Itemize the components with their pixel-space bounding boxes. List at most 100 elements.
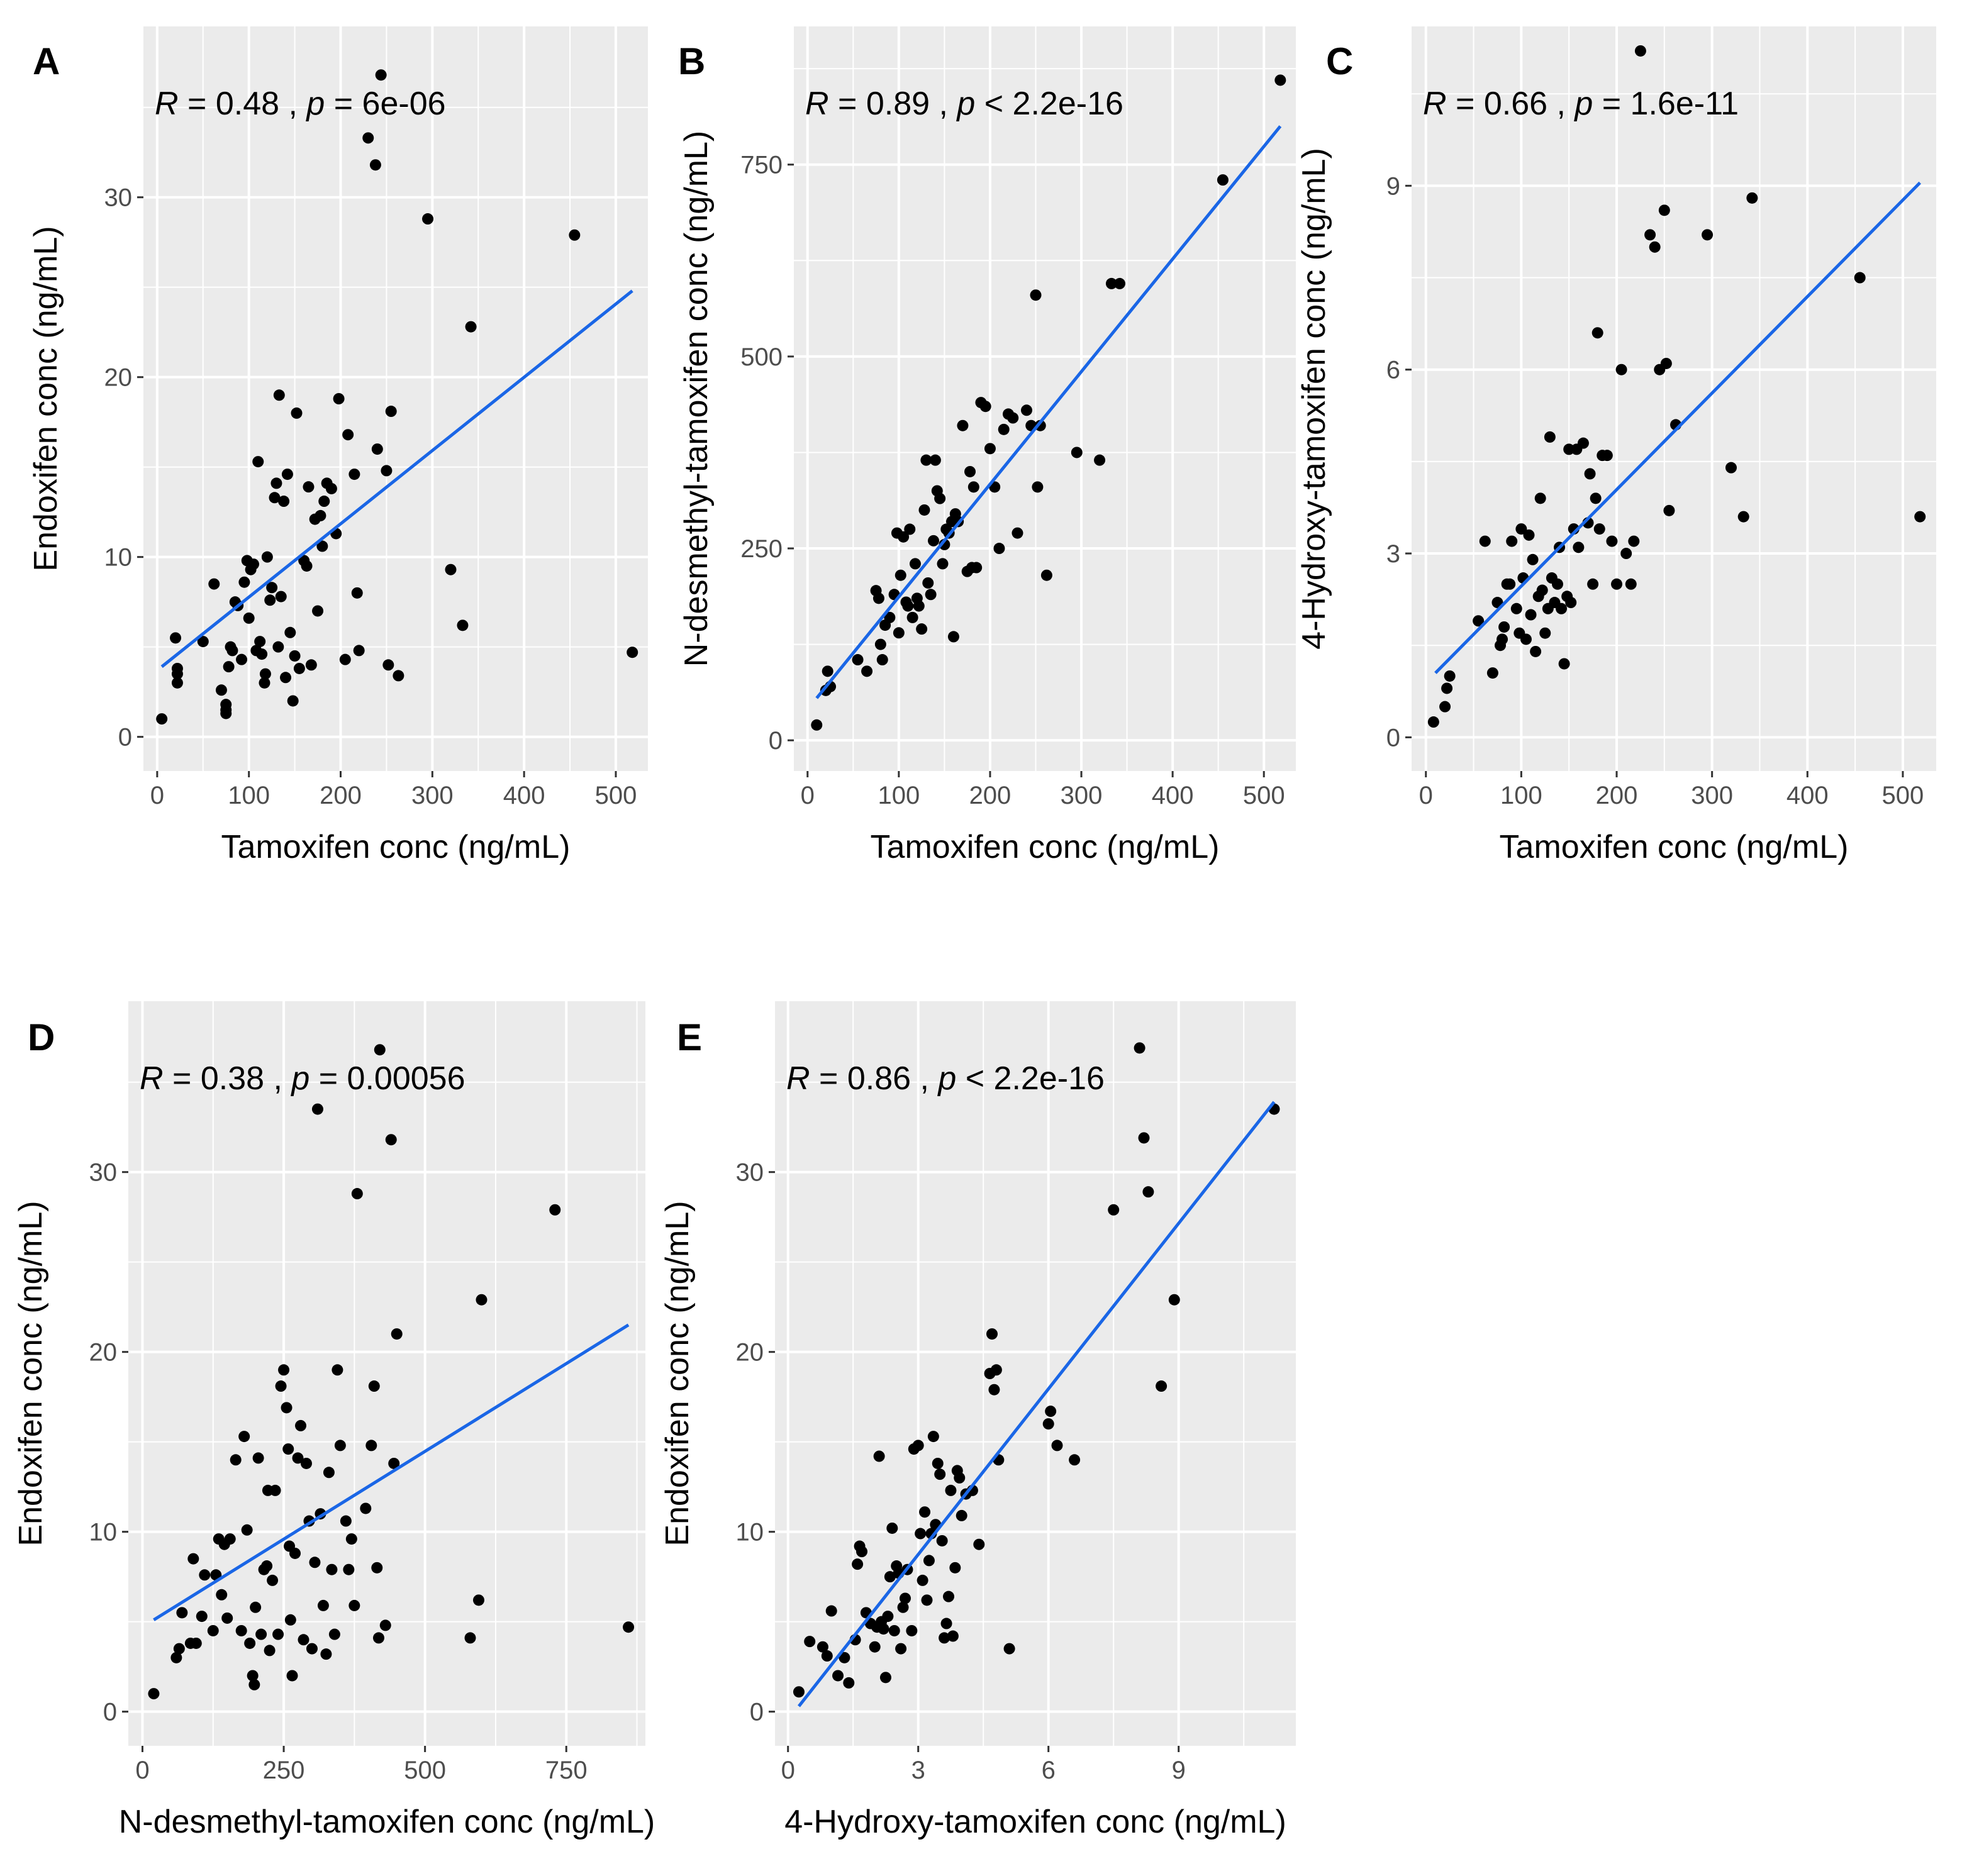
data-point	[1577, 437, 1589, 449]
data-point	[1534, 492, 1546, 504]
x-tick-label: 100	[1500, 782, 1542, 809]
data-point	[465, 321, 477, 333]
data-point	[549, 1204, 561, 1216]
data-point	[1601, 450, 1613, 462]
data-point	[393, 670, 404, 682]
data-point	[973, 1538, 985, 1550]
data-point	[988, 1384, 1000, 1396]
data-point	[312, 605, 324, 617]
data-point	[369, 159, 381, 171]
data-point	[1020, 404, 1032, 416]
data-point	[379, 1619, 391, 1631]
data-point	[173, 1643, 185, 1655]
data-point	[388, 1457, 400, 1469]
panel-D: D 0 250 500 750 0 10 20 30 R = 0.38 , p = 0.0005…	[13, 1001, 655, 1840]
y-tick-label: 10	[736, 1519, 764, 1546]
data-point	[1439, 701, 1451, 713]
data-point	[1030, 289, 1042, 301]
data-point	[873, 1450, 885, 1462]
data-point	[957, 419, 969, 431]
data-point	[293, 662, 305, 674]
y-axis-title: Endoxifen conc (ng/mL)	[659, 1201, 696, 1546]
y-axis-title: 4-Hydroxy-tamoxifen conc (ng/mL)	[1296, 148, 1332, 650]
data-point	[238, 1431, 250, 1443]
data-point	[464, 1632, 476, 1644]
plot-background	[1412, 26, 1936, 771]
data-point	[1644, 229, 1656, 241]
data-point	[278, 496, 290, 508]
data-point	[295, 1419, 306, 1431]
data-point	[906, 611, 918, 623]
data-point	[266, 582, 278, 594]
data-point	[156, 713, 168, 725]
x-tick-label: 500	[404, 1757, 446, 1784]
data-point	[822, 665, 833, 677]
data-point	[967, 481, 979, 493]
data-point	[326, 1563, 338, 1575]
data-point	[280, 672, 292, 684]
data-point	[236, 653, 248, 665]
data-point	[925, 589, 937, 601]
data-point	[348, 469, 360, 480]
data-point	[1142, 1186, 1154, 1198]
data-point	[391, 1328, 403, 1340]
data-point	[259, 668, 271, 680]
data-point	[886, 1522, 898, 1534]
data-point	[365, 1440, 377, 1451]
data-point	[371, 443, 383, 455]
data-point	[1590, 492, 1602, 504]
data-point	[1556, 602, 1568, 614]
data-point	[1660, 357, 1672, 369]
data-point	[343, 1563, 355, 1575]
data-point	[267, 1574, 279, 1586]
y-tick-label: 0	[750, 1699, 764, 1726]
data-point	[345, 1533, 357, 1545]
data-point	[627, 647, 638, 658]
data-point	[1003, 1643, 1015, 1655]
data-point	[318, 496, 330, 508]
data-point	[289, 650, 301, 662]
data-point	[216, 1589, 228, 1601]
data-point	[1444, 670, 1456, 682]
data-point	[1628, 535, 1640, 547]
data-point	[208, 578, 220, 590]
data-point	[904, 523, 916, 535]
data-point	[1746, 192, 1758, 204]
x-tick-label: 9	[1172, 1757, 1186, 1784]
data-point	[884, 1571, 896, 1583]
data-point	[220, 699, 232, 711]
y-tick-label: 30	[736, 1159, 764, 1187]
data-point	[898, 531, 910, 543]
data-point	[289, 1547, 301, 1559]
x-tick-label: 0	[781, 1757, 795, 1784]
data-point	[921, 1594, 933, 1606]
plot-background	[128, 1001, 645, 1746]
y-axis-title: Endoxifen conc (ng/mL)	[13, 1201, 49, 1546]
data-point	[947, 1630, 959, 1642]
data-point	[1486, 667, 1498, 679]
data-point	[927, 535, 939, 547]
data-point	[1620, 548, 1632, 560]
data-point	[919, 1506, 931, 1518]
data-point	[793, 1686, 805, 1698]
x-tick-label: 100	[878, 782, 920, 809]
x-tick-label: 300	[411, 782, 454, 809]
data-point	[1040, 569, 1052, 581]
data-point	[339, 653, 351, 665]
regression-line	[153, 1323, 630, 1621]
data-point	[476, 1294, 488, 1306]
data-point	[244, 1637, 256, 1649]
data-point	[1138, 1132, 1150, 1144]
data-point	[248, 1679, 260, 1690]
data-point	[861, 665, 873, 677]
data-point	[964, 465, 976, 477]
data-point	[902, 600, 914, 612]
data-point	[291, 407, 303, 419]
data-point	[943, 1590, 954, 1602]
data-point	[241, 1524, 253, 1536]
data-point	[1593, 523, 1605, 535]
data-point	[1573, 541, 1585, 553]
data-point	[1168, 1294, 1180, 1306]
data-point	[909, 558, 921, 570]
data-point	[1427, 716, 1439, 728]
